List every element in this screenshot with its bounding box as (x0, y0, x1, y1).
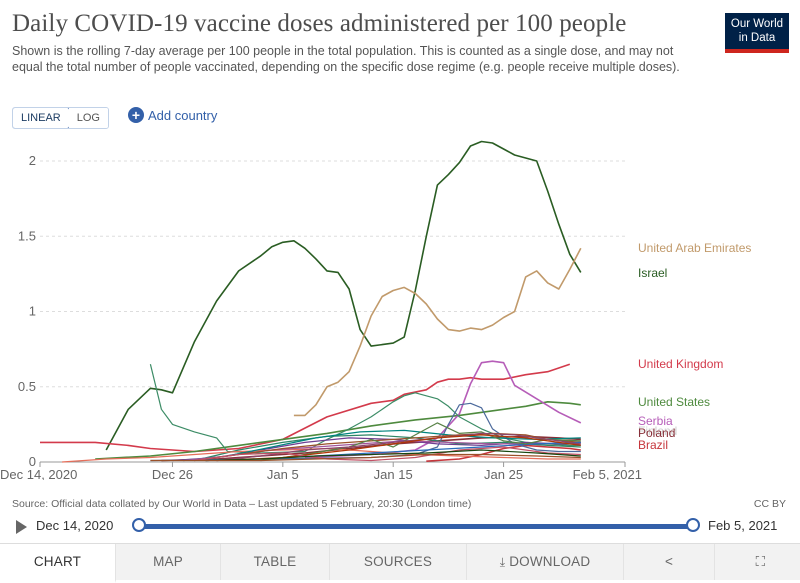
series-line-united-arab-emirates[interactable] (293, 247, 582, 417)
tab-download-label: DOWNLOAD (509, 554, 591, 569)
label-us[interactable]: United States (638, 395, 710, 409)
label-israel[interactable]: Israel (638, 266, 667, 280)
label-poland[interactable]: Poland (638, 426, 675, 440)
add-country-label: Add country (148, 107, 218, 123)
fullscreen-button[interactable]: ⛶ (715, 544, 800, 580)
tab-download[interactable]: ⤓ DOWNLOAD (467, 544, 624, 580)
series-line-spain[interactable] (183, 429, 581, 462)
y-tick-label: 0.5 (18, 379, 36, 394)
y-tick-label: 2 (29, 153, 36, 168)
source-note: Source: Official data collated by Our Wo… (12, 498, 472, 510)
x-tick-label: Jan 25 (484, 467, 523, 480)
label-uk[interactable]: United Kingdom (638, 357, 723, 371)
y-tick-label: 1 (29, 304, 36, 319)
license-link[interactable]: CC BY (753, 498, 786, 510)
series-line-iceland[interactable] (194, 446, 581, 462)
series-labels: United Arab Emirates Israel United Kingd… (638, 241, 751, 452)
x-tick-label: Dec 14, 2020 (0, 467, 77, 480)
x-tick-label: Feb 5, 2021 (573, 467, 642, 480)
logo-line-1: Our World (730, 18, 784, 30)
expand-icon: ⛶ (755, 554, 766, 569)
share-icon: < (664, 554, 674, 569)
tab-table[interactable]: TABLE (221, 544, 330, 580)
tab-bar: CHART MAP TABLE SOURCES ⤓ DOWNLOAD < ⛶ (0, 543, 800, 583)
y-tick-label: 0 (29, 454, 36, 469)
x-tick-label: Jan 5 (267, 467, 299, 480)
line-chart: 0 0.5 1 1.5 2 Dec 14, 2020 Dec 26 Jan 5 Jan 15 J… (0, 140, 751, 480)
plus-icon: + (128, 107, 144, 123)
series-line-argentina[interactable] (205, 449, 581, 462)
series-line-portugal[interactable] (194, 432, 581, 462)
series-line-israel[interactable] (105, 140, 582, 451)
timeline: Dec 14, 2020 Feb 5, 2021 (0, 514, 800, 538)
download-icon: ⤓ (499, 555, 506, 569)
label-uae[interactable]: United Arab Emirates (638, 241, 751, 255)
label-serbia[interactable]: Serbia (638, 414, 673, 428)
label-finland-faded: Finland (638, 424, 677, 438)
chart-subtitle: Shown is the rolling 7-day average per 1… (12, 44, 680, 74)
log-scale-button[interactable]: LOG (68, 108, 108, 128)
series-line-united-kingdom[interactable] (40, 363, 571, 453)
linear-scale-button[interactable]: LINEAR (12, 108, 70, 128)
timeline-track[interactable] (139, 524, 693, 529)
tab-sources[interactable]: SOURCES (330, 544, 467, 580)
play-icon[interactable] (16, 520, 27, 534)
series-line-brazil[interactable] (426, 444, 581, 462)
series-line-bahrain[interactable] (149, 364, 581, 454)
scale-toggle: LINEAR LOG (12, 107, 109, 129)
add-country-button[interactable]: + Add country (128, 107, 217, 123)
owid-logo[interactable]: Our World in Data (725, 13, 789, 53)
x-tick-label: Dec 26 (152, 467, 193, 480)
logo-line-2: in Data (738, 32, 776, 44)
gridlines (40, 160, 625, 463)
y-tick-label: 1.5 (18, 228, 36, 243)
timeline-start-handle[interactable] (132, 518, 146, 532)
y-axis-ticks: 0 0.5 1 1.5 2 (18, 153, 36, 469)
tab-chart[interactable]: CHART (0, 544, 116, 583)
chart-title: Daily COVID-19 vaccine doses administere… (12, 10, 627, 37)
tab-map[interactable]: MAP (116, 544, 221, 580)
series-lines (40, 140, 582, 463)
share-button[interactable]: < (624, 544, 715, 580)
timeline-start-label: Dec 14, 2020 (36, 518, 114, 533)
label-brazil[interactable]: Brazil (638, 438, 668, 452)
timeline-end-handle[interactable] (686, 518, 700, 532)
series-line-mexico[interactable] (150, 453, 581, 462)
x-tick-label: Jan 15 (374, 467, 413, 480)
timeline-end-label: Feb 5, 2021 (708, 518, 778, 533)
series-line-romania[interactable] (216, 434, 581, 462)
x-axis-ticks: Dec 14, 2020 Dec 26 Jan 5 Jan 15 Jan 25 Feb 5… (0, 462, 642, 480)
